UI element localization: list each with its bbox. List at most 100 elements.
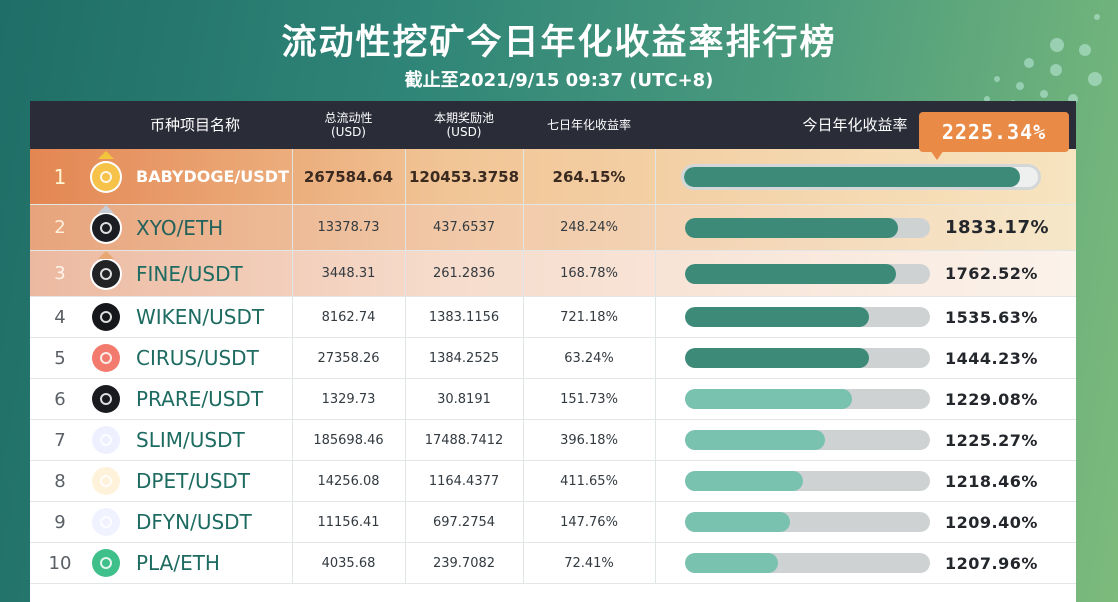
decorative-dot	[1088, 72, 1102, 86]
apy-bar-track	[685, 307, 930, 327]
reward-pool-value: 30.8191	[437, 391, 491, 407]
liquidity-value: 4035.68	[321, 555, 376, 571]
reward-pool-value: 1384.2525	[428, 350, 500, 366]
decorative-dot	[1024, 58, 1034, 68]
decorative-dot	[1094, 14, 1100, 20]
column-divider	[655, 461, 656, 501]
column-divider	[292, 149, 293, 204]
column-divider	[523, 205, 524, 250]
liquidity-value: 14256.08	[317, 473, 380, 489]
table-row[interactable]: 8 DPET/USDT 14256.08 1164.4377 411.65% 1218.4…	[30, 461, 1076, 502]
page-title: 流动性挖矿今日年化收益率排行榜	[281, 23, 837, 63]
top-apy-callout: 2225.34%	[919, 112, 1069, 152]
apy-bar-track	[685, 263, 930, 284]
column-header-liquidity-unit: (USD)	[330, 125, 366, 139]
apy-bar-fill	[685, 217, 899, 238]
reward-pool-value: 261.2836	[432, 266, 496, 281]
decorative-dot	[1050, 38, 1064, 52]
column-divider	[523, 461, 524, 501]
decorative-dot	[1068, 94, 1078, 104]
column-divider	[292, 251, 293, 296]
column-divider	[292, 543, 293, 583]
today-apy-value: 1535.63%	[945, 307, 1038, 327]
table-row[interactable]: 1 BABYDOGE/USDT 267584.64 120453.3758 264.15…	[30, 149, 1076, 205]
table-row[interactable]: 6 PRARE/USDT 1329.73 30.8191 151.73% 1229.08%	[30, 379, 1076, 420]
reward-pool-value: 437.6537	[432, 220, 496, 235]
column-divider	[405, 502, 406, 542]
prare-coin-icon	[92, 385, 120, 413]
column-divider	[523, 543, 524, 583]
seven-day-apy-value: 721.18%	[560, 309, 618, 325]
pair-name: DPET/USDT	[136, 469, 251, 493]
apy-bar-fill	[684, 166, 1021, 187]
decorative-dot	[1079, 44, 1091, 56]
dpet-coin-icon	[92, 467, 120, 495]
cirus-coin-icon	[92, 344, 120, 372]
pair-name: SLIM/USDT	[136, 428, 245, 452]
table-row[interactable]: 9 DFYN/USDT 11156.41 697.2754 147.76% 1209.40…	[30, 502, 1076, 543]
today-apy-value: 1218.46%	[945, 471, 1038, 491]
apy-bar-fill	[685, 553, 779, 573]
rank-number: 4	[54, 306, 66, 328]
column-divider	[523, 297, 524, 337]
liquidity-value: 8162.74	[321, 309, 376, 325]
apy-bar-fill	[685, 263, 896, 284]
reward-pool-value: 120453.3758	[408, 167, 520, 186]
rank-number: 6	[54, 388, 66, 410]
apy-bar-track	[685, 471, 930, 491]
today-apy-value: 1762.52%	[945, 264, 1038, 283]
wiken-coin-icon-glyph	[100, 311, 112, 323]
today-apy-value: 1225.27%	[945, 430, 1038, 450]
column-header-reward-pool-unit: (USD)	[446, 125, 482, 139]
pla-coin-icon	[92, 549, 120, 577]
seven-day-apy-value: 151.73%	[560, 391, 618, 407]
apy-bar-fill	[685, 471, 803, 491]
rank-number: 2	[54, 217, 66, 238]
column-divider	[405, 379, 406, 419]
column-divider	[655, 502, 656, 542]
table-row[interactable]: 4 WIKEN/USDT 8162.74 1383.1156 721.18% 1535.6…	[30, 297, 1076, 338]
crown-icon	[98, 251, 114, 259]
prare-coin-icon-glyph	[100, 393, 112, 405]
today-apy-value: 1444.23%	[945, 348, 1038, 368]
column-divider	[292, 338, 293, 378]
rank-number: 5	[54, 347, 66, 369]
liquidity-value: 185698.46	[313, 432, 384, 448]
column-divider	[292, 420, 293, 460]
table-row[interactable]: 10 PLA/ETH 4035.68 239.7082 72.41% 1207.96%	[30, 543, 1076, 584]
decorative-dot	[994, 76, 1000, 82]
table-row[interactable]: 7 SLIM/USDT 185698.46 17488.7412 396.18% 1225…	[30, 420, 1076, 461]
column-divider	[655, 205, 656, 250]
table-row[interactable]: 5 CIRUS/USDT 27358.26 1384.2525 63.24% 1444.2…	[30, 338, 1076, 379]
column-divider	[405, 420, 406, 460]
apy-bar-fill	[685, 348, 869, 368]
column-header-liquidity-label: 总流动性	[324, 111, 373, 125]
callout-tail	[930, 150, 944, 160]
rank-number: 1	[53, 164, 67, 189]
seven-day-apy-value: 168.78%	[560, 266, 618, 281]
apy-bar-track	[685, 430, 930, 450]
column-divider	[523, 420, 524, 460]
column-divider	[655, 543, 656, 583]
decorative-dots	[788, 0, 1118, 110]
liquidity-value: 3448.31	[321, 266, 376, 281]
column-divider	[292, 297, 293, 337]
column-divider	[292, 205, 293, 250]
column-header-today-apy-label: 今日年化收益率	[802, 116, 908, 134]
slim-coin-icon-glyph	[100, 434, 112, 446]
pair-name: FINE/USDT	[136, 261, 243, 286]
column-header-seven-day-apy-label: 七日年化收益率	[546, 118, 631, 132]
pair-name: DFYN/USDT	[136, 510, 252, 534]
dfyn-coin-icon-glyph	[100, 516, 112, 528]
babydoge-coin-icon	[92, 162, 120, 191]
reward-pool-value: 17488.7412	[424, 432, 504, 448]
column-divider	[292, 379, 293, 419]
rank-number: 10	[48, 552, 72, 574]
liquidity-value: 13378.73	[317, 220, 380, 235]
table-row[interactable]: 3 FINE/USDT 3448.31 261.2836 168.78% 1762.52%	[30, 251, 1076, 297]
crown-icon	[98, 205, 114, 213]
wiken-coin-icon	[92, 303, 120, 331]
apy-bar-track	[681, 163, 1041, 190]
table-row[interactable]: 2 XYO/ETH 13378.73 437.6537 248.24% 1833.17%	[30, 205, 1076, 251]
pair-name: XYO/ETH	[136, 215, 224, 240]
